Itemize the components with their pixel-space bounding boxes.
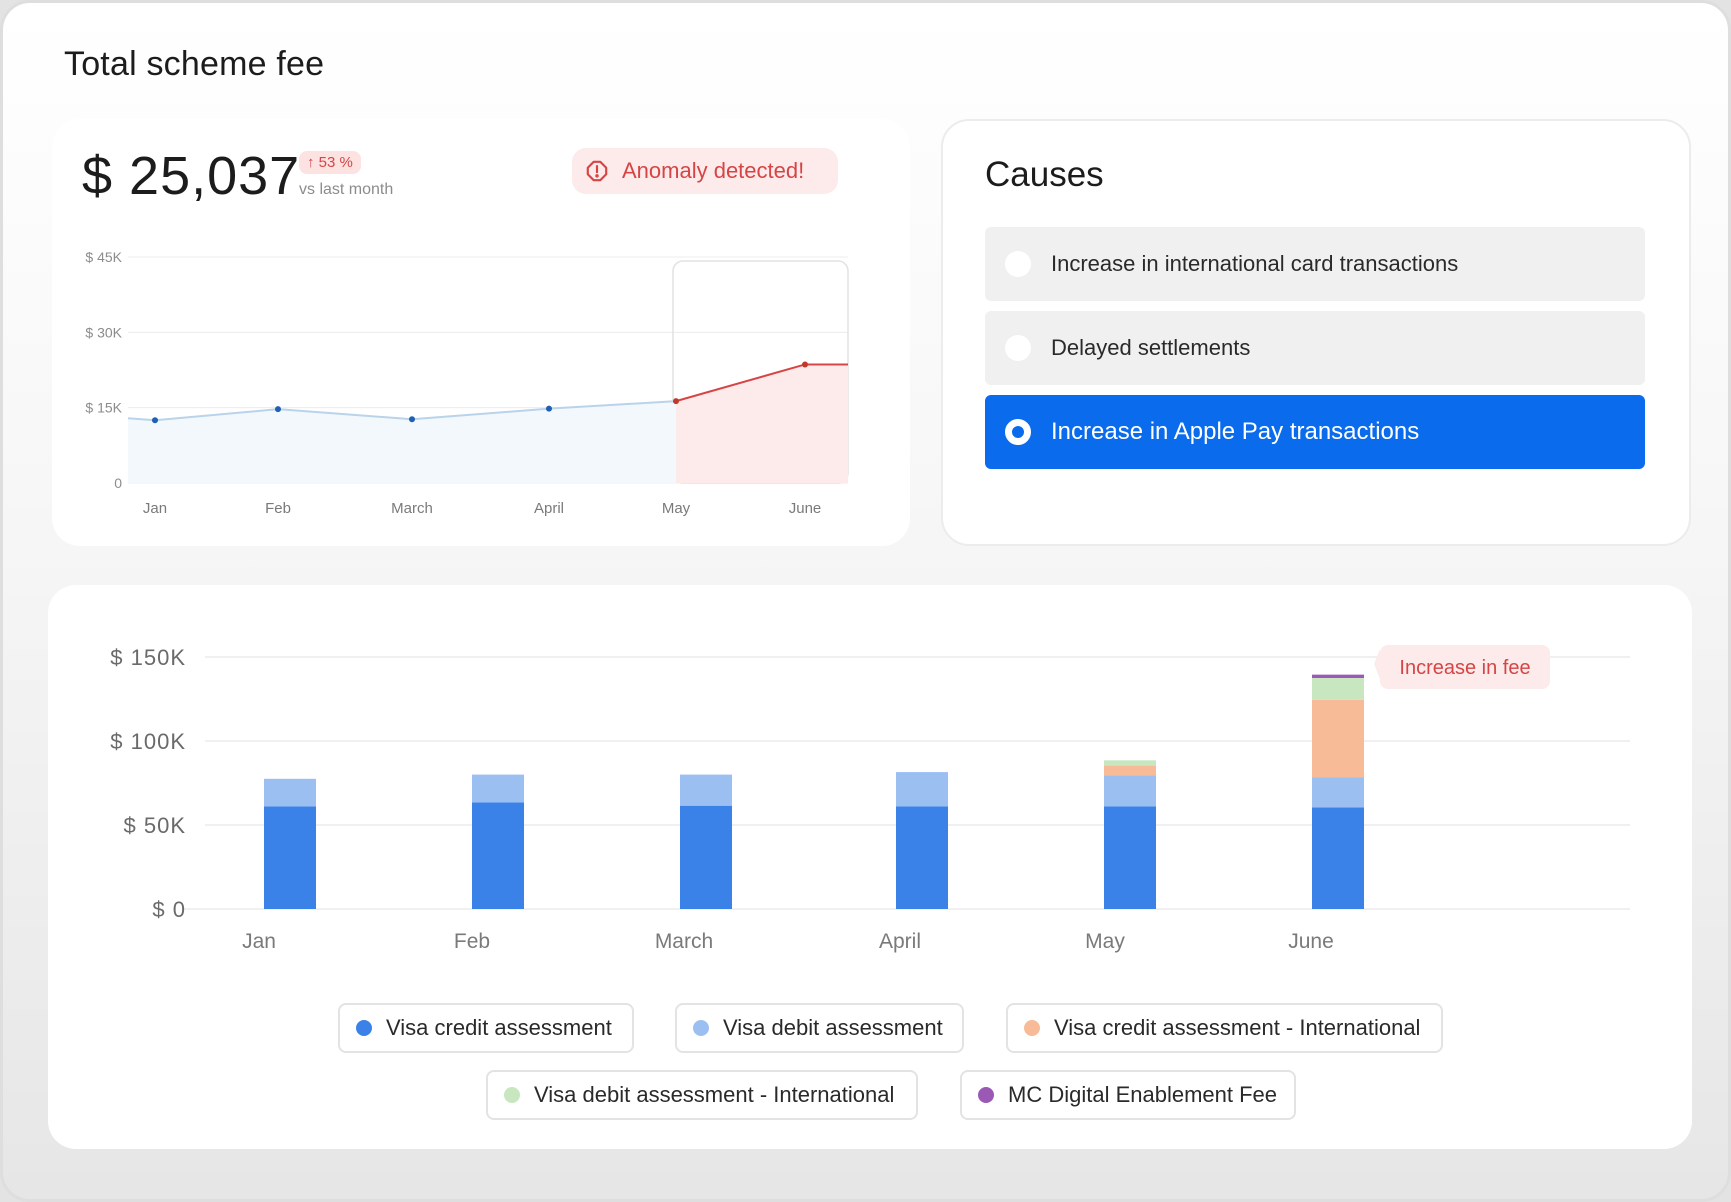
monthly-fee-line-chart: 0 $ 15K $ 30K $ 45K Jan Feb March April May June <box>85 249 849 517</box>
bar-segment <box>472 774 524 803</box>
annotation-pointer <box>1374 649 1380 679</box>
causes-card: Causes Increase in international card tr… <box>941 119 1691 546</box>
y-tick-label: 0 <box>114 475 122 491</box>
bar-segment <box>896 772 948 807</box>
area-anomaly <box>676 364 848 483</box>
annotation-increase-in-fee: Increase in fee <box>1374 645 1550 689</box>
data-point <box>275 406 281 413</box>
legend-dot <box>1024 1020 1040 1036</box>
legend-item-visa-debit-intl[interactable]: Visa debit assessment - International <box>486 1070 918 1120</box>
x-tick-label: Feb <box>265 500 291 517</box>
legend-item-visa-credit-intl[interactable]: Visa credit assessment - International <box>1006 1003 1443 1053</box>
legend-label: Visa debit assessment <box>723 1015 943 1040</box>
x-tick-label: Feb <box>454 930 490 953</box>
bar-segment <box>680 774 732 806</box>
bar-segment <box>1104 765 1156 776</box>
data-point <box>152 417 158 424</box>
y-tick-label: $ 0 <box>152 897 186 922</box>
x-tick-label: Jan <box>242 930 276 953</box>
x-tick-label: June <box>1288 930 1334 953</box>
cause-option-settlements[interactable]: Delayed settlements <box>985 311 1645 385</box>
cause-option-international[interactable]: Increase in international card transacti… <box>985 227 1645 301</box>
bar-segment <box>1104 760 1156 766</box>
data-point <box>409 416 415 423</box>
cause-label: Increase in international card transacti… <box>1051 251 1459 276</box>
y-tick-label: $ 15K <box>85 400 122 416</box>
x-tick-label: April <box>879 930 921 953</box>
legend-dot <box>504 1087 520 1103</box>
bar-segment <box>1312 699 1364 778</box>
fee-breakdown-bar-chart: $ 0 $ 50K $ 100K $ 150K Jan Feb March April May J… <box>110 645 1630 953</box>
radio-button[interactable] <box>1005 335 1031 361</box>
bar-segment <box>1312 807 1364 909</box>
series-line-normal <box>127 400 677 422</box>
y-tick-label: $ 45K <box>85 249 122 265</box>
bar-segment <box>1312 674 1364 678</box>
bar-segment <box>264 778 316 807</box>
x-tick-label: June <box>789 500 822 517</box>
legend-dot <box>356 1020 372 1036</box>
y-tick-label: $ 150K <box>110 645 186 670</box>
legend-label: Visa credit assessment <box>386 1015 612 1040</box>
bar-segment <box>680 805 732 909</box>
anomaly-badge[interactable]: Anomaly detected! <box>572 148 838 194</box>
y-tick-label: $ 50K <box>124 813 187 838</box>
area-normal <box>128 401 676 483</box>
bar-segment <box>1312 777 1364 808</box>
page-title: Total scheme fee <box>64 45 325 83</box>
bar-segment <box>1312 678 1364 700</box>
bar-segment <box>1104 806 1156 909</box>
fee-summary-card: $ 25,037 ↑ 53 % vs last month Anomaly de… <box>52 119 910 546</box>
bar-segment <box>896 806 948 909</box>
annotation-bubble <box>1380 645 1550 689</box>
bar-segment <box>264 806 316 909</box>
x-tick-label: May <box>662 500 691 517</box>
cause-option-apple-pay[interactable]: Increase in Apple Pay transactions <box>985 395 1645 469</box>
legend-dot <box>693 1020 709 1036</box>
x-tick-label: May <box>1085 930 1125 953</box>
x-tick-label: March <box>655 930 713 953</box>
x-tick-label: April <box>534 500 564 517</box>
x-tick-label: Jan <box>143 500 167 517</box>
change-badge: ↑ 53 % <box>299 151 361 174</box>
annotation-text: Increase in fee <box>1399 657 1530 679</box>
compare-label: vs last month <box>299 181 394 198</box>
legend-label: MC Digital Enablement Fee <box>1008 1082 1278 1107</box>
legend-label: Visa debit assessment - International <box>534 1082 895 1107</box>
total-fee-value: $ 25,037 <box>82 146 301 206</box>
legend-dot <box>978 1087 994 1103</box>
y-tick-label: $ 30K <box>85 324 122 340</box>
y-tick-label: $ 100K <box>110 729 186 754</box>
causes-title: Causes <box>985 155 1104 194</box>
fee-breakdown-card: $ 0 $ 50K $ 100K $ 150K Jan Feb March April May J… <box>48 585 1692 1149</box>
radio-button[interactable] <box>1005 251 1031 277</box>
legend-label: Visa credit assessment - International <box>1054 1015 1421 1040</box>
cause-label: Delayed settlements <box>1051 335 1251 360</box>
data-point <box>673 398 679 405</box>
cause-label: Increase in Apple Pay transactions <box>1051 418 1420 445</box>
legend-item-mc-digital[interactable]: MC Digital Enablement Fee <box>960 1070 1296 1120</box>
anomaly-label: Anomaly detected! <box>622 158 805 183</box>
data-point <box>546 405 552 412</box>
legend-item-visa-debit[interactable]: Visa debit assessment <box>675 1003 964 1053</box>
data-point <box>802 361 808 368</box>
radio-button-selected[interactable] <box>1005 419 1031 445</box>
bar-segment <box>472 802 524 909</box>
bar-segment <box>1104 775 1156 807</box>
x-tick-label: March <box>391 500 433 517</box>
warning-icon <box>586 160 608 182</box>
legend-item-visa-credit[interactable]: Visa credit assessment <box>338 1003 634 1053</box>
